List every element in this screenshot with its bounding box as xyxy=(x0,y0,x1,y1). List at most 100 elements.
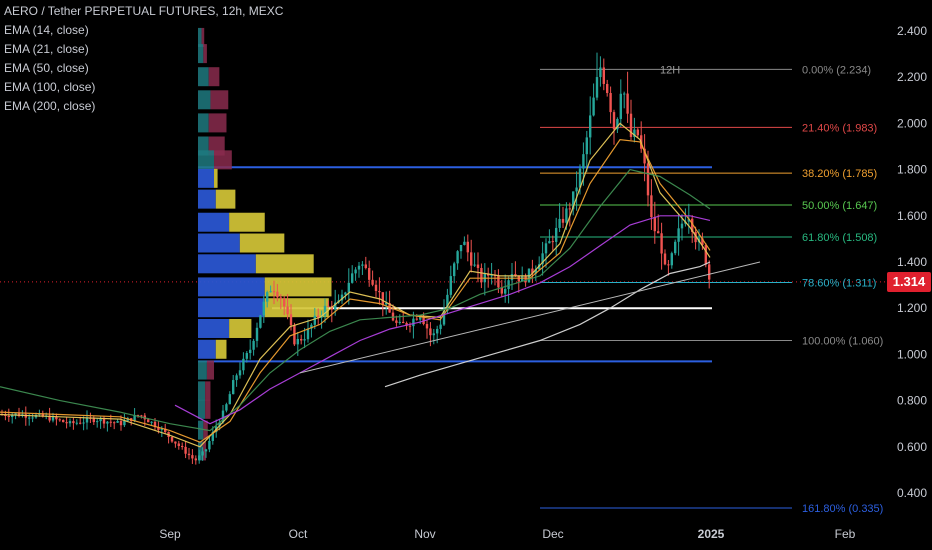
candle-body xyxy=(609,92,612,113)
candle-body xyxy=(398,321,401,323)
candle-body xyxy=(422,316,425,325)
candle-body xyxy=(225,404,228,411)
candle-body xyxy=(531,268,534,274)
timeframe-label: 12H xyxy=(660,64,680,76)
candle-body xyxy=(85,417,89,423)
candle-body xyxy=(344,292,347,295)
candle-body xyxy=(395,320,398,323)
candle-body xyxy=(221,410,225,423)
price-tick-label: 0.400 xyxy=(897,486,927,500)
indicator-ema-200[interactable]: EMA (200, close) xyxy=(4,99,96,113)
volume-profile-sell-bar xyxy=(210,90,229,110)
price-tick-label: 2.200 xyxy=(897,70,927,84)
candle-body xyxy=(191,455,194,459)
indicator-ema-100[interactable]: EMA (100, close) xyxy=(4,80,96,94)
candle-body xyxy=(432,333,435,336)
candle-body xyxy=(463,241,466,245)
time-tick-label: Nov xyxy=(414,527,435,541)
candle-body xyxy=(504,289,507,294)
candle-body xyxy=(361,264,364,266)
candle-body xyxy=(466,241,469,253)
candle-body xyxy=(595,77,599,98)
candle-body xyxy=(548,241,551,244)
price-tick-label: 1.400 xyxy=(897,255,927,269)
candle-body xyxy=(565,208,568,223)
volume-profile-sell-bar xyxy=(264,277,332,297)
candle-body xyxy=(374,284,378,292)
candle-body xyxy=(364,264,367,269)
volume-profile-sell-bar xyxy=(229,212,265,232)
candle-body xyxy=(204,449,208,452)
candle-body xyxy=(429,328,432,336)
candle-body xyxy=(599,67,602,78)
volume-profile-sell-bar xyxy=(214,168,218,188)
candle-body xyxy=(606,83,609,93)
support-trendline xyxy=(299,261,761,374)
candle-body xyxy=(255,327,259,341)
candle-body xyxy=(170,437,174,442)
candle-body xyxy=(670,253,673,266)
trendline xyxy=(299,261,761,374)
candle-body xyxy=(310,324,313,329)
candle-body xyxy=(272,291,276,293)
volume-profile-buy-bar xyxy=(198,27,202,47)
candle-body xyxy=(415,318,418,320)
volume-profile-buy-bar xyxy=(198,233,240,253)
candle-body xyxy=(408,325,412,327)
candle-body xyxy=(327,305,330,307)
time-tick-label: Oct xyxy=(289,527,308,541)
candle-body xyxy=(612,112,616,130)
candle-body xyxy=(160,428,163,430)
candle-body xyxy=(51,416,55,421)
candle-body xyxy=(412,318,415,327)
ema-line xyxy=(0,122,711,448)
volume-profile-sell-bar xyxy=(215,189,236,209)
price-tick-label: 1.200 xyxy=(897,301,927,315)
volume-profile-sell-bar xyxy=(214,150,232,170)
candle-body xyxy=(218,422,221,427)
price-axis[interactable]: 2.400 2.200 2.000 1.800 1.600 1.400 1.200 1.000… xyxy=(897,24,927,500)
candle-body xyxy=(442,310,446,325)
indicator-ema-50[interactable]: EMA (50, close) xyxy=(4,61,89,75)
time-tick-label: Feb xyxy=(835,527,856,541)
candle-body xyxy=(626,93,629,114)
candle-body xyxy=(592,97,595,116)
chart-title[interactable]: AERO / Tether PERPETUAL FUTURES, 12h, ME… xyxy=(4,4,284,18)
fib-level-label: 50.00% (1.647) xyxy=(802,200,877,212)
candle-body xyxy=(660,233,663,254)
candle-body xyxy=(402,321,405,324)
ema-line xyxy=(384,261,711,388)
candle-body xyxy=(99,418,102,422)
volume-profile-buy-bar xyxy=(198,136,209,156)
fib-level-label: 0.00% (2.234) xyxy=(802,64,871,76)
chart-legend: AERO / Tether PERPETUAL FUTURES, 12h, ME… xyxy=(4,2,283,116)
candle-body xyxy=(153,421,157,428)
candle-body xyxy=(313,315,316,325)
indicator-ema-14[interactable]: EMA (14, close) xyxy=(4,23,89,37)
candle-body xyxy=(65,422,68,424)
volume-profile xyxy=(198,27,332,461)
candle-body xyxy=(334,302,337,310)
fib-level-label: 38.20% (1.785) xyxy=(802,168,877,180)
candle-body xyxy=(704,245,707,265)
volume-profile-buy-bar xyxy=(198,168,215,188)
volume-profile-buy-bar xyxy=(198,254,256,274)
candle-body xyxy=(238,370,242,376)
candle-body xyxy=(75,422,78,424)
candle-body xyxy=(616,118,619,130)
time-axis[interactable]: Sep Oct Nov Dec 2025 Feb xyxy=(159,527,855,541)
price-tick-label: 2.400 xyxy=(897,24,927,38)
candle-body xyxy=(575,187,578,192)
candle-body xyxy=(497,275,500,288)
candle-body xyxy=(276,291,279,298)
volume-profile-sell-bar xyxy=(208,113,227,133)
fib-level-label: 21.40% (1.983) xyxy=(802,122,877,134)
candle-body xyxy=(473,264,476,266)
price-tick-label: 1.600 xyxy=(897,209,927,223)
indicator-ema-21[interactable]: EMA (21, close) xyxy=(4,42,89,56)
candle-body xyxy=(602,67,605,84)
price-tick-label: 2.000 xyxy=(897,116,927,130)
candle-body xyxy=(578,168,582,188)
candle-body xyxy=(194,458,197,461)
